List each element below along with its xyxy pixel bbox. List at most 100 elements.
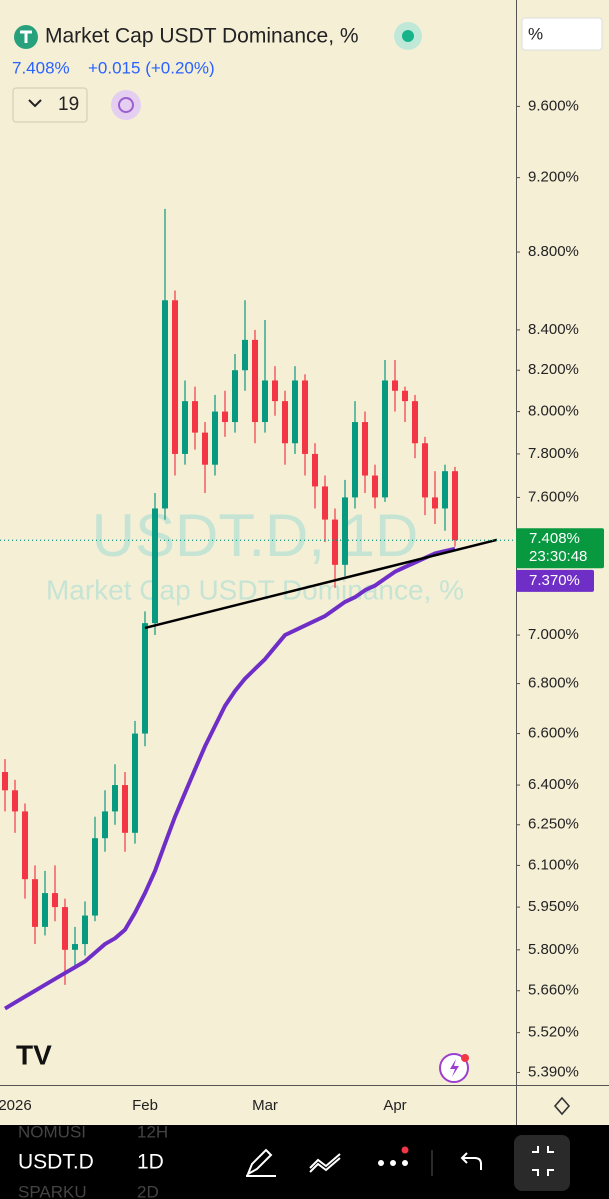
candle-body: [132, 733, 138, 833]
y-tick-label: 7.800%: [528, 445, 579, 462]
last-price-box: [516, 528, 604, 569]
y-tick-label: 5.800%: [528, 941, 579, 958]
last-price-label: 7.408%: [529, 530, 580, 547]
fullscreen-icon: [532, 1146, 554, 1176]
candle-body: [432, 497, 438, 509]
candle-body: [452, 471, 458, 541]
sync-button[interactable]: [111, 90, 141, 120]
candle-body: [262, 380, 268, 423]
candle-body: [112, 785, 118, 812]
candle-body: [32, 879, 38, 927]
candle-body: [332, 519, 338, 565]
candle-body: [372, 475, 378, 498]
y-tick-label: 7.600%: [528, 488, 579, 505]
scale-label: %: [528, 24, 543, 43]
candle-body: [412, 401, 418, 444]
candle-body: [222, 411, 228, 423]
indicator-count: 19: [58, 94, 79, 115]
flash-icon: [450, 1059, 459, 1077]
bottom-bar: [0, 1125, 609, 1199]
ma-price-box: [516, 569, 594, 592]
tv-logo: TV: [16, 1039, 52, 1070]
flash-badge: [461, 1054, 469, 1062]
draw-tool[interactable]: [246, 1148, 276, 1177]
candle-body: [342, 497, 348, 565]
candle-body: [212, 411, 218, 465]
y-tick-label: 6.100%: [528, 856, 579, 873]
interval[interactable]: 1D: [137, 1151, 164, 1174]
price: 7.408%: [12, 58, 70, 77]
candle-body: [122, 785, 128, 833]
y-tick-label: 5.660%: [528, 982, 579, 999]
x-tick-label: Apr: [383, 1097, 406, 1114]
status-dot: [402, 30, 414, 42]
y-tick-label: 8.400%: [528, 321, 579, 338]
candle-body: [282, 401, 288, 444]
candle-body: [202, 432, 208, 465]
candle-body: [242, 339, 248, 371]
candle-body: [42, 893, 48, 927]
candle-body: [152, 508, 158, 624]
candle-body: [162, 300, 168, 509]
candle-body: [22, 811, 28, 880]
candle-body: [2, 772, 8, 791]
candle-body: [232, 370, 238, 423]
ma-price-label: 7.370%: [529, 572, 580, 589]
x-tick-label: Feb: [132, 1097, 158, 1114]
candle-body: [12, 790, 18, 812]
x-tick-label: Mar: [252, 1097, 278, 1114]
y-tick-label: 5.390%: [528, 1064, 579, 1081]
indicators-tool[interactable]: [309, 1153, 341, 1173]
background: [0, 0, 609, 1125]
watermark: USDT.D, 1D Market Cap USDT Dominance, %: [46, 502, 464, 606]
candle-body: [102, 811, 108, 839]
scale-button[interactable]: [521, 17, 603, 51]
undo-button[interactable]: [460, 1152, 482, 1170]
countdown: 23:30:48: [529, 548, 587, 565]
candle-body: [92, 838, 98, 916]
logo-glyph: [20, 30, 32, 43]
x-tick-label: 2026: [0, 1097, 32, 1114]
y-tick-label: 5.520%: [528, 1024, 579, 1041]
plot: [2, 208, 498, 1011]
y-tick-label: 9.200%: [528, 169, 579, 186]
y-tick-label: 6.600%: [528, 725, 579, 742]
y-tick-label: 5.950%: [528, 898, 579, 915]
symbol[interactable]: USDT.D: [18, 1151, 94, 1174]
y-tick-label: 6.250%: [528, 816, 579, 833]
candle-body: [62, 907, 68, 950]
ghost-interval: 2D: [137, 1182, 159, 1199]
candle-body: [72, 944, 78, 950]
sync-icon: [118, 97, 134, 113]
candle-body: [442, 471, 448, 509]
fullscreen-button[interactable]: [514, 1135, 570, 1191]
ghost-symbol: SPARKU: [18, 1182, 87, 1199]
y-tick-label: 6.800%: [528, 675, 579, 692]
candle-body: [272, 380, 278, 402]
candle-body: [382, 380, 388, 498]
chevron: [28, 99, 42, 108]
ghost-interval: 12H: [137, 1122, 168, 1141]
ghost-symbol: NOMUSI: [18, 1122, 86, 1141]
candle-body: [402, 390, 408, 402]
y-tick-label: 6.400%: [528, 776, 579, 793]
more-menu[interactable]: [378, 1146, 409, 1167]
indicators-toggle[interactable]: [12, 87, 88, 123]
candle-body: [292, 380, 298, 444]
candle-body: [392, 380, 398, 391]
y-tick-label: 8.000%: [528, 403, 579, 420]
settings-icon[interactable]: [553, 1096, 571, 1116]
candle-body: [52, 893, 58, 908]
y-tick-label: 8.800%: [528, 243, 579, 260]
candle-body: [142, 623, 148, 734]
candle-body: [322, 486, 328, 520]
candle-body: [352, 422, 358, 498]
candle-body: [422, 443, 428, 498]
chart-title: Market Cap USDT Dominance, %: [45, 25, 359, 48]
y-tick-label: 8.200%: [528, 361, 579, 378]
candle-body: [252, 339, 258, 423]
y-tick-label: 9.600%: [528, 97, 579, 114]
watermark-symbol: USDT.D, 1D: [92, 502, 419, 569]
candle-body: [362, 422, 368, 476]
